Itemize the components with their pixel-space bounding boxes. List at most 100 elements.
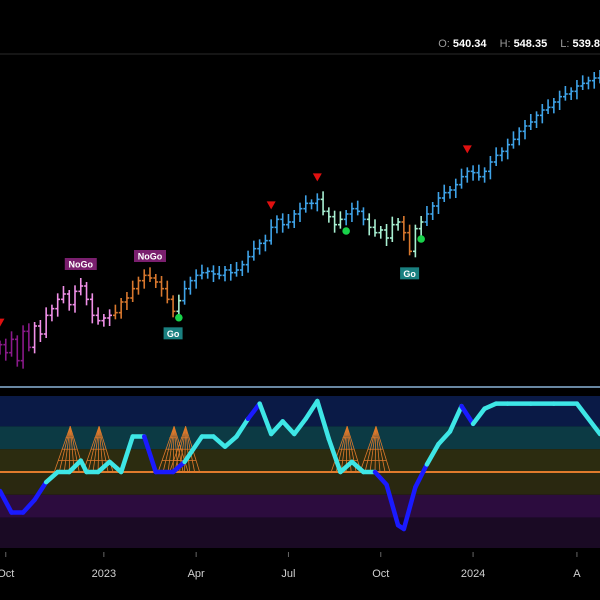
label-text: Go [167, 329, 180, 339]
price-bar [591, 72, 597, 89]
price-bar [84, 282, 89, 306]
price-bar [9, 331, 14, 357]
price-bar [557, 90, 563, 110]
price-bar [314, 193, 320, 212]
x-tick-label: Oct [372, 568, 389, 580]
oscillator-zone [0, 396, 600, 427]
x-tick-label: A [573, 568, 581, 580]
price-bar [586, 76, 591, 90]
price-bar [280, 213, 286, 233]
oscillator-segment [470, 406, 487, 427]
oscillator-segment [211, 434, 228, 449]
buy-circle-marker [342, 227, 350, 235]
open-value: 540.34 [452, 38, 487, 50]
price-bar [251, 240, 257, 261]
price-bar [14, 335, 20, 367]
low-value: 539.8 [572, 38, 600, 50]
sell-triangle-marker [312, 173, 322, 182]
price-bar [343, 210, 349, 226]
price-bar [211, 265, 216, 282]
price-bar [95, 307, 101, 325]
oscillator-segment [436, 429, 453, 447]
low-label: L: [560, 38, 570, 50]
price-bar [453, 178, 459, 198]
ohlc-readout: O: 540.34 H: 548.35 L: 539.8 [428, 38, 600, 50]
price-bar [349, 202, 355, 222]
price-bar [332, 210, 338, 233]
oscillator-zone [0, 517, 600, 548]
label-bg [134, 250, 166, 262]
price-bar [464, 167, 470, 183]
price-bar [268, 219, 274, 245]
price-bar [205, 267, 211, 279]
price-bar [493, 147, 499, 166]
price-bar [551, 98, 557, 114]
price-bar [487, 156, 493, 180]
oscillator-segment [268, 419, 285, 437]
fan-cluster [359, 426, 391, 473]
oscillator-segment [234, 416, 251, 439]
oscillator-segment [222, 434, 239, 449]
price-bar [112, 304, 118, 320]
price-bar [234, 262, 239, 277]
price-bar [574, 80, 580, 100]
price-bar [20, 325, 26, 369]
sell-triangle-marker [0, 318, 5, 327]
oscillator-segment [401, 484, 418, 532]
price-bar [107, 309, 113, 326]
price-bar [291, 210, 297, 228]
price-bar [239, 260, 245, 276]
price-bar [216, 266, 222, 280]
price-bar [511, 131, 516, 149]
price-bar [528, 114, 534, 130]
price-bar [61, 286, 66, 304]
price-bar [516, 127, 522, 146]
price-bar [430, 202, 436, 220]
fan-cluster [330, 426, 362, 473]
oscillator-segment [280, 419, 297, 437]
price-bar [182, 280, 188, 305]
price-bar [580, 75, 586, 90]
price-bar [130, 280, 136, 302]
price-bar [320, 191, 326, 216]
price-bar [441, 184, 447, 202]
fan-cluster [157, 426, 189, 473]
price-bar [257, 239, 263, 255]
price-bar [147, 267, 153, 282]
price-bar [43, 307, 49, 338]
price-bar [222, 266, 228, 282]
price-bar [545, 99, 551, 114]
oscillator-segment [338, 459, 355, 475]
fan-line [346, 426, 362, 473]
oscillator-segment [459, 403, 476, 427]
oscillator-segment [257, 401, 274, 437]
oscillator-segment [107, 459, 124, 475]
x-tick-label: Oct [0, 568, 14, 580]
price-bar [326, 207, 332, 223]
price-bar [384, 224, 389, 246]
price-bar [372, 219, 378, 237]
oscillator-segment [447, 403, 464, 434]
oscillator-segment [32, 479, 49, 503]
price-bar [153, 274, 159, 288]
go-label: Go [163, 327, 183, 340]
price-bar [303, 195, 309, 213]
oscillator-segment [118, 434, 135, 475]
price-bar [424, 206, 430, 226]
price-pane: NoGo NoGo Go Go [0, 70, 600, 369]
oscillator-segment [95, 459, 112, 475]
oscillator-segment [245, 401, 262, 422]
oscillator-segment [372, 469, 389, 487]
price-bar [378, 226, 384, 239]
label-text: NoGo [138, 252, 163, 262]
oscillator-segment [291, 416, 309, 437]
price-bar [32, 322, 38, 354]
oscillator-segment [303, 398, 320, 422]
price-bar [0, 340, 3, 355]
label-bg [64, 258, 97, 270]
price-bar [101, 314, 107, 327]
oscillator-segment [413, 462, 430, 490]
price-bar [366, 213, 372, 236]
price-bar [37, 320, 43, 342]
